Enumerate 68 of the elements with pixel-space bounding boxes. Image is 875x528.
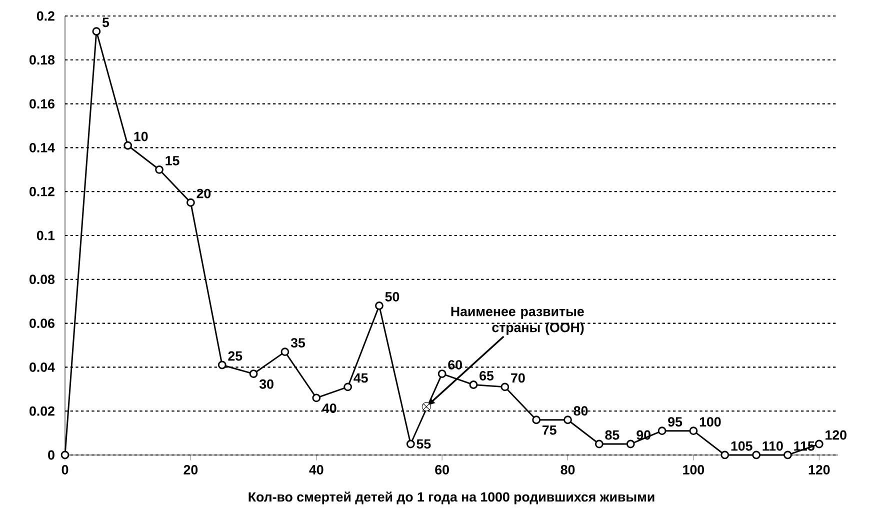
annotation: 65 <box>480 371 494 380</box>
annotation: 15 <box>166 156 180 166</box>
point <box>312 394 321 402</box>
y-tick-label: 0.1 <box>36 230 55 240</box>
x-tick-label: 40 <box>309 465 324 474</box>
point <box>375 302 384 310</box>
y-tick-label: 0.18 <box>30 55 55 65</box>
point <box>249 370 258 378</box>
point <box>344 382 352 392</box>
annotation: 50 <box>385 292 400 302</box>
annotation: 30 <box>259 379 274 389</box>
point <box>594 440 604 448</box>
y-tick-label: 0.2 <box>36 11 54 21</box>
annotation: 40 <box>322 404 336 413</box>
annotation: 85 <box>605 430 620 440</box>
point <box>814 440 824 448</box>
y-tick-label: 0.02 <box>30 406 54 416</box>
y-tick-label: 0.16 <box>30 99 54 109</box>
point <box>60 450 70 460</box>
annotation: 120 <box>826 430 846 440</box>
point <box>155 165 164 174</box>
point <box>438 370 446 378</box>
annotation: 60 <box>448 360 462 370</box>
x-tick-label: 0 <box>62 465 68 474</box>
x-axis-title: Кол-во смертей детей до 1 года на 1000 родившихся живыми <box>248 492 654 504</box>
annotation: 25 <box>228 351 242 361</box>
y-tick-label: 0 <box>48 450 54 460</box>
annotation: 105 <box>731 441 752 451</box>
x-tick-label: 80 <box>560 465 575 474</box>
point <box>186 198 195 207</box>
annotation: 100 <box>700 417 721 427</box>
annotation: 75 <box>542 425 556 435</box>
x-tick-label: 100 <box>683 465 704 474</box>
annotation: 80 <box>574 406 588 416</box>
y-tick-label: 0.14 <box>30 142 55 152</box>
annotation: 70 <box>511 373 525 383</box>
point <box>124 141 132 150</box>
point <box>564 416 572 424</box>
annotation: 10 <box>134 132 148 142</box>
y-tick-label: 0.04 <box>30 362 55 372</box>
point <box>406 440 415 448</box>
point <box>280 348 290 356</box>
x-tick-label: 20 <box>184 465 198 474</box>
annotation: 5 <box>102 18 110 28</box>
point <box>626 440 635 448</box>
point <box>532 416 541 424</box>
annotation: 35 <box>290 338 306 348</box>
y-tick-label: 0.06 <box>30 318 54 328</box>
x-tick-label: 120 <box>808 465 830 474</box>
point <box>92 27 101 36</box>
point <box>752 450 760 460</box>
annotation: 95 <box>668 417 682 427</box>
point <box>720 450 730 460</box>
point <box>218 360 226 370</box>
point <box>500 382 510 392</box>
annotation: 55 <box>416 439 431 449</box>
annotation: 110 <box>762 441 783 451</box>
point <box>658 426 666 436</box>
point <box>689 426 698 436</box>
y-tick-label: 0.08 <box>30 274 55 284</box>
annotation: 45 <box>354 373 368 383</box>
annotation: Наименее развитые страны (ООН) <box>451 306 584 335</box>
point <box>422 402 431 412</box>
point <box>784 450 792 460</box>
point <box>469 380 478 389</box>
y-tick-label: 0.12 <box>30 186 54 196</box>
annotation: 20 <box>196 188 211 198</box>
x-tick-label: 60 <box>435 465 449 474</box>
